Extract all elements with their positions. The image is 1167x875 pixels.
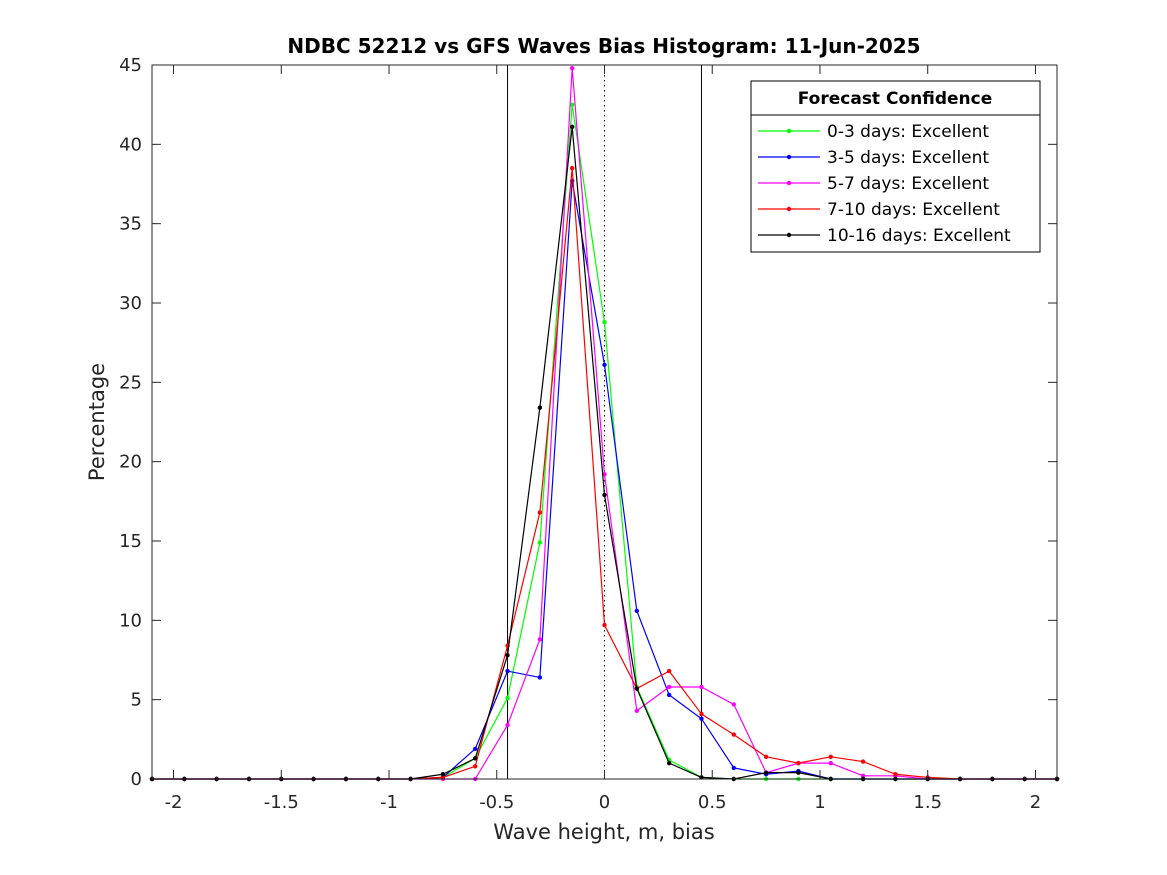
reference-lines (507, 65, 702, 779)
x-axis-label: Wave height, m, bias (493, 820, 714, 844)
data-point (666, 668, 672, 674)
data-point (505, 653, 510, 658)
legend-entries: 0-3 days: Excellent 3-5 days: Excellent 5-… (758, 122, 1011, 246)
data-point (634, 608, 640, 614)
legend-label: 10-16 days: Excellent (827, 226, 1011, 246)
legend-title: Forecast Confidence (798, 89, 993, 109)
x-tick-label: 2 (1030, 792, 1041, 813)
data-point (537, 405, 543, 410)
x-tick-label: -1 (380, 792, 398, 813)
data-point (699, 711, 704, 717)
y-tick-label: 40 (119, 134, 142, 155)
y-tick-label: 35 (119, 214, 142, 235)
x-tick-label: -1.5 (264, 792, 299, 813)
data-point (602, 362, 607, 368)
data-point (569, 165, 575, 171)
data-point (860, 773, 866, 779)
data-point (505, 668, 510, 674)
legend-marker (786, 180, 792, 186)
legend-entry-4: 10-16 days: Excellent (758, 226, 1011, 246)
data-point (602, 472, 607, 477)
legend-marker (786, 206, 792, 212)
legend-label: 0-3 days: Excellent (827, 122, 989, 142)
data-point (666, 760, 672, 766)
data-point (537, 675, 543, 680)
data-point (602, 319, 607, 325)
data-point (634, 686, 640, 691)
legend-label: 7-10 days: Excellent (827, 200, 1000, 220)
data-point (731, 732, 736, 737)
legend-entry-1: 3-5 days: Excellent (758, 148, 989, 168)
data-point (731, 765, 736, 771)
data-point (537, 540, 543, 545)
axis-ticks (152, 64, 1057, 780)
data-point (537, 637, 543, 642)
x-tick-label: -0.5 (479, 792, 514, 813)
data-point (828, 754, 833, 759)
x-tick-label: 1.5 (913, 792, 942, 813)
legend-marker (786, 128, 792, 134)
data-point (699, 684, 704, 690)
y-tick-label: 20 (119, 452, 142, 473)
data-point (666, 692, 672, 698)
data-point (893, 772, 898, 777)
y-tick-label: 25 (119, 372, 142, 393)
legend-entry-3: 7-10 days: Excellent (758, 200, 1000, 220)
data-point (763, 754, 769, 759)
data-point (473, 746, 478, 752)
legend-label: 5-7 days: Excellent (827, 174, 989, 194)
legend-marker (786, 232, 792, 238)
data-point (731, 702, 736, 707)
y-tick-label: 0 (131, 769, 142, 790)
legend-marker (786, 154, 792, 160)
data-point (699, 716, 704, 721)
data-point (505, 722, 510, 728)
data-point (602, 622, 607, 628)
data-point (602, 492, 607, 498)
legend: Forecast Confidence 0-3 days: Excellent 3… (750, 80, 1041, 253)
data-point (796, 770, 801, 775)
chart-title: NDBC 52212 vs GFS Waves Bias Histogram: … (287, 34, 920, 58)
x-tick-label: 1 (814, 792, 825, 813)
y-axis-label: Percentage (85, 363, 109, 481)
data-point (569, 102, 575, 107)
x-tick-label: 0 (599, 792, 610, 813)
data-point (473, 756, 478, 761)
data-point (473, 764, 478, 769)
data-point (505, 695, 510, 701)
legend-box (750, 80, 1041, 253)
data-point (796, 760, 801, 766)
data-point (569, 65, 575, 71)
legend-label: 3-5 days: Excellent (827, 148, 989, 168)
legend-entry-0: 0-3 days: Excellent (758, 122, 989, 142)
data-point (666, 684, 672, 690)
data-point (860, 759, 866, 764)
data-point (763, 770, 769, 775)
y-tick-label: 10 (119, 610, 142, 631)
data-point (634, 708, 640, 713)
x-tick-label: 0.5 (698, 792, 727, 813)
data-point (537, 510, 543, 515)
x-tick-label: -2 (165, 792, 183, 813)
y-tick-label: 45 (119, 55, 142, 76)
y-tick-label: 15 (119, 531, 142, 552)
y-tick-label: 30 (119, 293, 142, 314)
legend-entry-2: 5-7 days: Excellent (758, 174, 989, 194)
data-point (828, 760, 833, 766)
data-point (569, 124, 575, 130)
data-point (440, 772, 446, 777)
y-tick-label: 5 (131, 690, 142, 711)
